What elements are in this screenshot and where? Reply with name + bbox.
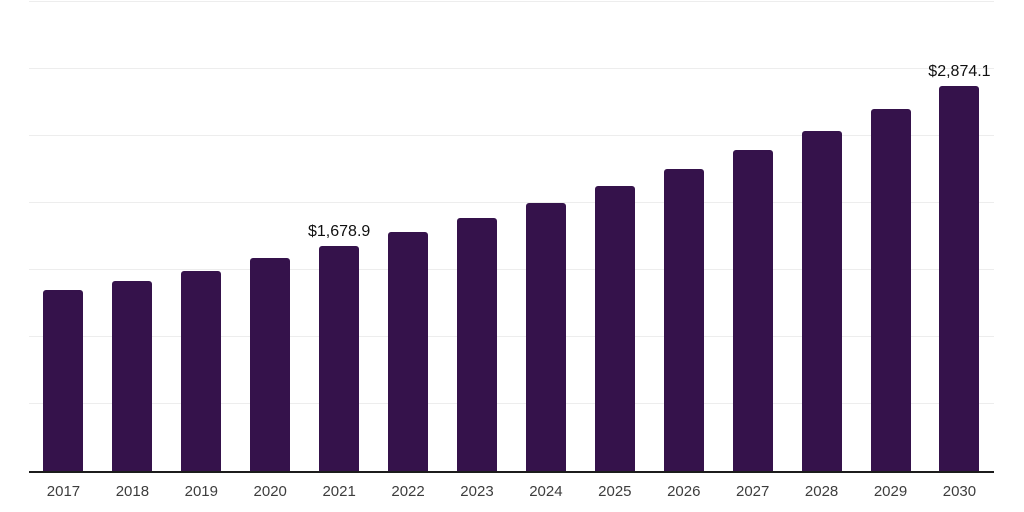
x-tick-2022: 2022 [391,483,425,500]
gridline-1000 [29,336,994,337]
x-tick-2019: 2019 [184,483,218,500]
data-label-2030: $2,874.1 [928,62,991,80]
bar-slot-2020 [236,2,305,471]
x-tick-2026: 2026 [667,483,701,500]
bar-slot-2029 [856,2,925,471]
bar-2024 [525,203,566,471]
bar-slot-2023 [443,2,512,471]
bar-2028 [801,130,842,471]
bar-slot-2027 [718,2,787,471]
x-tick-2017: 2017 [46,483,81,500]
bar-slot-2024 [511,2,580,471]
bar-2022 [388,232,429,471]
x-tick-2024: 2024 [529,483,563,500]
bar-slot-2022 [374,2,443,471]
bar-2021 [319,246,360,471]
x-tick-2018: 2018 [115,483,150,500]
bar-slot-2030: $2,874.1 [925,2,994,471]
x-tick-2020: 2020 [253,483,287,500]
bar-slot-2028 [787,2,856,471]
bar-2020 [250,257,291,471]
bar-slot-2025 [580,2,649,471]
x-tick-2021: 2021 [322,483,356,500]
bar-2019 [181,270,222,471]
plot-area: $1,678.9 $2,874.1 [29,1,994,473]
x-tick-2023: 2023 [460,483,494,500]
bar-2025 [594,186,635,471]
bar-slot-2021: $1,678.9 [305,2,374,471]
data-label-2021: $1,678.9 [308,223,371,241]
gridline-3500 [29,1,994,2]
x-tick-2028: 2028 [804,483,839,500]
bar-2026 [663,168,704,471]
x-axis-labels: 2017 2018 2019 2020 2021 2022 2023 2024 2025 2026… [29,483,994,501]
x-tick-2029: 2029 [873,483,908,500]
gridline-2500 [29,135,994,136]
x-tick-2025: 2025 [598,483,632,500]
bar-2030 [939,85,980,471]
gridline-3000 [29,68,994,69]
x-tick-2027: 2027 [735,483,770,500]
bar-slot-2018 [98,2,167,471]
gridline-2000 [29,202,994,203]
bar-2023 [456,218,497,471]
gridline-500 [29,403,994,404]
bar-2029 [870,109,911,471]
gridline-1500 [29,269,994,270]
bar-slot-2019 [167,2,236,471]
bar-2017 [43,290,84,471]
bar-series: $1,678.9 $2,874.1 [29,2,994,471]
bar-2027 [732,150,773,471]
bar-slot-2026 [649,2,718,471]
bar-2018 [112,280,153,471]
bar-slot-2017 [29,2,98,471]
x-tick-2030: 2030 [942,483,977,500]
